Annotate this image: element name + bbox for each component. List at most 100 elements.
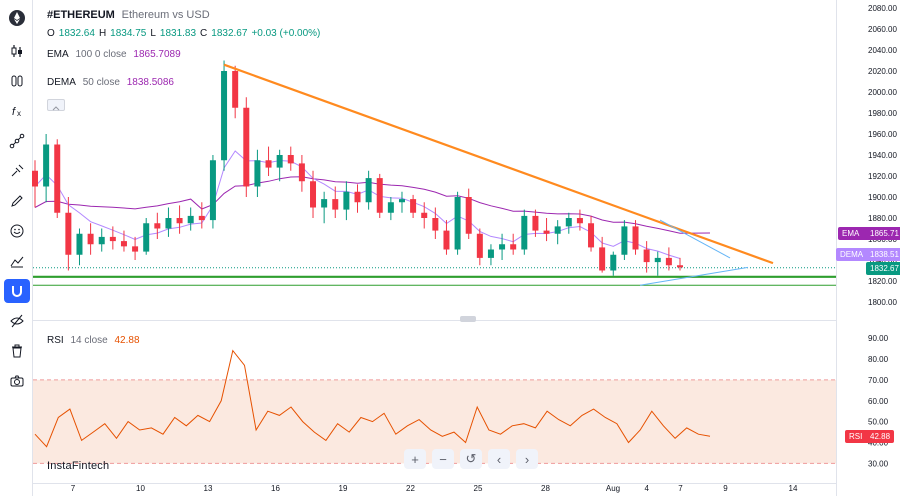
pane-resize-handle [460, 316, 476, 322]
rsi-legend[interactable]: RSI 14 close 42.88 [47, 335, 144, 346]
time-axis-label: 7 [678, 484, 683, 493]
symbol-legend: #ETHEREUM Ethereum vs USD [47, 9, 214, 21]
rsi-axis-label: 80.00 [868, 355, 889, 364]
bars-icon [11, 75, 23, 87]
candle-body [287, 155, 294, 164]
ohlc-key-c: C [200, 28, 208, 39]
ohlc-key-h: H [98, 28, 107, 39]
eye-off-tool-button[interactable] [4, 309, 30, 333]
ohlc-value-o: 1832.64 [58, 28, 95, 39]
measure-tool-button[interactable] [4, 249, 30, 273]
bars-tool-button[interactable] [4, 69, 30, 93]
candle-body [332, 199, 339, 210]
time-axis-label: 22 [406, 484, 415, 493]
ema-tag-label: EMA [842, 229, 860, 238]
reset-button[interactable]: ↺ [460, 449, 482, 469]
price-axis-label: 1880.00 [868, 214, 897, 223]
ohlc-value-c: 1832.67 [211, 28, 248, 39]
time-axis-label: 10 [136, 484, 145, 493]
candle-body [176, 218, 183, 224]
ohlc-value-h: 1834.75 [110, 28, 147, 39]
ema-value: 1865.7089 [133, 49, 181, 60]
candle-body [187, 215, 194, 224]
pencil-tool-button[interactable] [4, 189, 30, 213]
candle-body [154, 223, 161, 229]
candles-tool-button[interactable] [4, 39, 30, 63]
time-axis-label: 19 [339, 484, 348, 493]
candle-body [654, 257, 661, 263]
candle-body [665, 257, 672, 266]
scroll-left-button[interactable]: ‹ [488, 449, 510, 469]
dema-params: 50 close [82, 77, 120, 88]
price-axis-label: 2020.00 [868, 67, 897, 76]
symbol-name[interactable]: #ETHEREUM [47, 9, 115, 21]
smile-tool-button[interactable] [4, 219, 30, 243]
last-price-tag: 1832.67 [866, 262, 900, 275]
candle-body [310, 181, 317, 208]
ema-legend[interactable]: EMA 100 0 close 1865.7089 [47, 49, 185, 60]
candle-body [677, 265, 683, 268]
candle-body [376, 178, 383, 213]
dema-price-value: 1838.51 [866, 248, 900, 261]
ohlc-key-o: O [47, 28, 55, 39]
candle-body [421, 212, 428, 218]
ema-params: 100 0 close [75, 49, 127, 60]
brush-icon [11, 164, 24, 177]
candle-body [532, 215, 539, 231]
time-axis-label: 28 [541, 484, 550, 493]
dema-value: 1838.5086 [126, 77, 174, 88]
dema-legend[interactable]: DEMA 50 close 1838.5086 [47, 77, 178, 88]
brush-tool-button[interactable] [4, 159, 30, 183]
brand-logo-icon[interactable] [4, 6, 30, 30]
candle-body [243, 107, 250, 187]
price-change: +0.03 (+0.00%) [251, 28, 321, 39]
price-axis-label: 2080.00 [868, 4, 897, 13]
eye-off-icon [10, 314, 24, 328]
candle-body [43, 144, 50, 187]
ema-price-value: 1865.71 [866, 227, 900, 240]
svg-text:x: x [17, 109, 21, 118]
rsi-axis-label: 60.00 [868, 397, 889, 406]
candle-body [554, 226, 561, 234]
rsi-tag-label: RSI [849, 432, 863, 441]
trend-line-tool-button[interactable] [4, 129, 30, 153]
candle-body [143, 223, 150, 252]
brand-watermark: InstaFintech [47, 460, 110, 472]
zoom-out-button[interactable]: − [432, 449, 454, 469]
candle-body [621, 226, 628, 255]
candle-body [265, 160, 272, 168]
rsi-axis-label: 70.00 [868, 376, 889, 385]
price-axis-label: 2000.00 [868, 88, 897, 97]
time-axis-label: 25 [474, 484, 483, 493]
time-axis-label: 4 [645, 484, 650, 493]
rsi-name: RSI [47, 335, 64, 346]
camera-tool-button[interactable] [4, 369, 30, 393]
candle-body [87, 233, 94, 245]
symbol-description: Ethereum vs USD [121, 9, 210, 21]
candle-body [499, 244, 506, 250]
rsi-axis-label: 90.00 [868, 334, 889, 343]
pane-separator [33, 320, 836, 321]
time-axis-label: Aug [606, 484, 620, 493]
time-axis-border [33, 483, 836, 484]
time-axis-label: 7 [71, 484, 76, 493]
candle-body [209, 160, 216, 221]
price-axis-label: 1800.00 [868, 298, 897, 307]
candle-body [487, 249, 494, 258]
time-axis-label: 13 [204, 484, 213, 493]
ohlc-value-l: 1831.83 [159, 28, 197, 39]
rsi-price-value: 42.88 [866, 430, 895, 443]
zoom-in-button[interactable]: + [404, 449, 426, 469]
candles-icon [11, 45, 22, 57]
scroll-right-button[interactable]: › [516, 449, 538, 469]
pencil-icon [11, 195, 23, 207]
magnet-tool-button[interactable] [4, 279, 30, 303]
rsi-axis-label: 30.00 [868, 459, 889, 468]
dema-tag-label: DEMA [840, 250, 864, 259]
candle-body [521, 215, 528, 250]
collapse-legend-button[interactable] [47, 99, 65, 111]
trash-tool-button[interactable] [4, 339, 30, 363]
